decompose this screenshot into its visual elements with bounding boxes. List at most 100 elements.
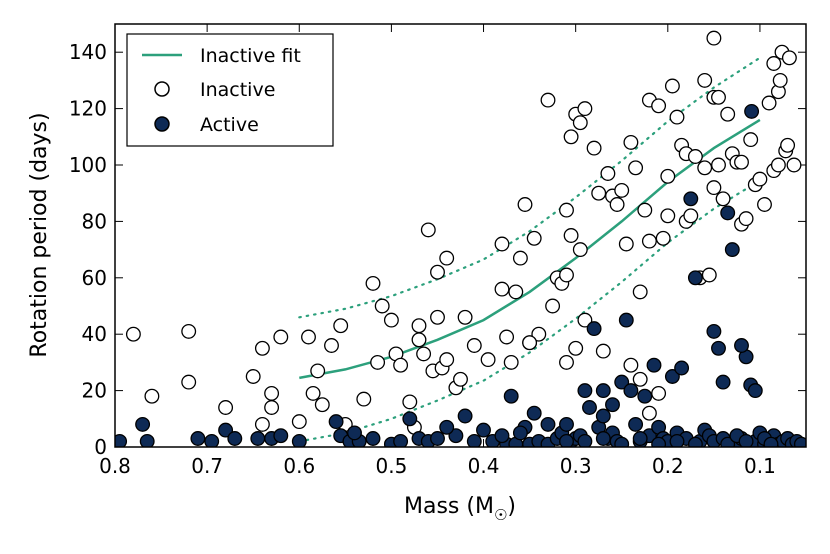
- inactive-point: [264, 385, 280, 401]
- inactive-point: [494, 281, 510, 297]
- inactive-point: [301, 329, 316, 345]
- active-point: [744, 103, 760, 119]
- inactive-point: [393, 357, 409, 373]
- inactive-point: [734, 154, 749, 170]
- inactive-point: [356, 391, 372, 407]
- active-point: [595, 431, 611, 446]
- inactive-point: [586, 140, 602, 156]
- active-point: [250, 431, 266, 446]
- inactive-point: [641, 405, 657, 421]
- inactive-point: [669, 109, 685, 125]
- inactive-point: [503, 354, 519, 370]
- active-point: [347, 425, 362, 441]
- y-tick-label: 40: [82, 322, 107, 346]
- inactive-point: [628, 160, 644, 176]
- active-point: [632, 431, 648, 446]
- inactive-point: [632, 284, 648, 300]
- y-tick-label: 60: [82, 266, 107, 290]
- inactive-point: [738, 211, 754, 227]
- active-point: [328, 414, 344, 430]
- inactive-point: [651, 385, 667, 401]
- inactive-point: [522, 335, 538, 351]
- inactive-point: [517, 197, 533, 212]
- active-point: [402, 411, 418, 427]
- inactive-point: [383, 312, 399, 328]
- inactive-point: [683, 208, 699, 224]
- active-point: [711, 340, 726, 356]
- active-point: [139, 433, 155, 447]
- inactive-point: [254, 416, 270, 432]
- inactive-point: [711, 157, 726, 173]
- inactive-point: [660, 208, 676, 224]
- inactive-point: [453, 371, 468, 387]
- inactive-point: [757, 197, 772, 212]
- inactive-point: [499, 329, 515, 345]
- x-tick-label: 0.6: [283, 454, 315, 478]
- inactive-point: [743, 132, 759, 148]
- inactive-point: [655, 230, 671, 246]
- active-point: [637, 388, 653, 404]
- inactive-point: [568, 340, 584, 356]
- inactive-point: [181, 374, 197, 390]
- inactive-point: [572, 242, 588, 258]
- inactive-point: [780, 137, 796, 153]
- active-point: [204, 433, 220, 447]
- inactive-point: [632, 371, 648, 387]
- x-tick-label: 0.5: [375, 454, 407, 478]
- active-point: [687, 270, 703, 286]
- inactive-point: [416, 346, 432, 362]
- legend-label-active: Active: [200, 114, 259, 136]
- active-point: [559, 416, 574, 432]
- inactive-point: [623, 134, 639, 150]
- inactive-point: [508, 284, 524, 300]
- active-point: [734, 338, 749, 353]
- active-point: [577, 433, 593, 447]
- x-tick-label: 0.2: [652, 454, 684, 478]
- active-point: [273, 428, 289, 444]
- active-point: [747, 383, 763, 399]
- inactive-point: [411, 332, 427, 348]
- inactive-point: [273, 329, 289, 345]
- inactive-point: [706, 180, 722, 196]
- active-point: [540, 416, 556, 432]
- inactive-point: [577, 101, 593, 117]
- sun-symbol: ☉: [494, 506, 507, 524]
- inactive-point: [291, 414, 307, 430]
- active-point: [559, 433, 574, 447]
- active-point: [720, 205, 736, 221]
- inactive-point: [772, 72, 788, 88]
- inactive-point: [637, 202, 653, 218]
- axis-ticks: 0.8 0.7 0.6 0.5 0.4 0.3 0.2 0.1 0 20 40 60 80 100 120 1…: [69, 24, 806, 478]
- inactive-point: [641, 233, 657, 249]
- active-point: [512, 425, 528, 441]
- inactive-point: [786, 157, 802, 173]
- inactive-point: [526, 230, 542, 246]
- inactive-point: [531, 326, 547, 342]
- active-point: [618, 312, 634, 328]
- active-point: [135, 416, 151, 432]
- inactive-point: [591, 185, 607, 201]
- inactive-point: [480, 352, 496, 368]
- inactive-point: [218, 400, 234, 415]
- active-point: [393, 433, 409, 447]
- active-point: [706, 323, 722, 339]
- inactive-point: [559, 267, 574, 283]
- x-tick-label: 0.4: [468, 454, 500, 478]
- active-point: [457, 408, 473, 424]
- inactive-point: [687, 149, 703, 164]
- x-axis-label-text: Mass (M: [404, 494, 494, 519]
- active-point: [623, 383, 639, 399]
- legend-label-inactive-fit: Inactive fit: [200, 45, 301, 67]
- active-point: [646, 357, 662, 373]
- inactive-point: [310, 363, 326, 379]
- x-tick-label: 0.3: [560, 454, 592, 478]
- active-point: [190, 431, 206, 446]
- active-point: [476, 422, 491, 438]
- active-point: [503, 388, 519, 404]
- active-point: [586, 321, 602, 337]
- inactive-point: [264, 400, 280, 415]
- active-point: [448, 428, 464, 444]
- inactive-point: [439, 352, 455, 368]
- inactive-point: [563, 129, 579, 145]
- active-point: [595, 408, 611, 424]
